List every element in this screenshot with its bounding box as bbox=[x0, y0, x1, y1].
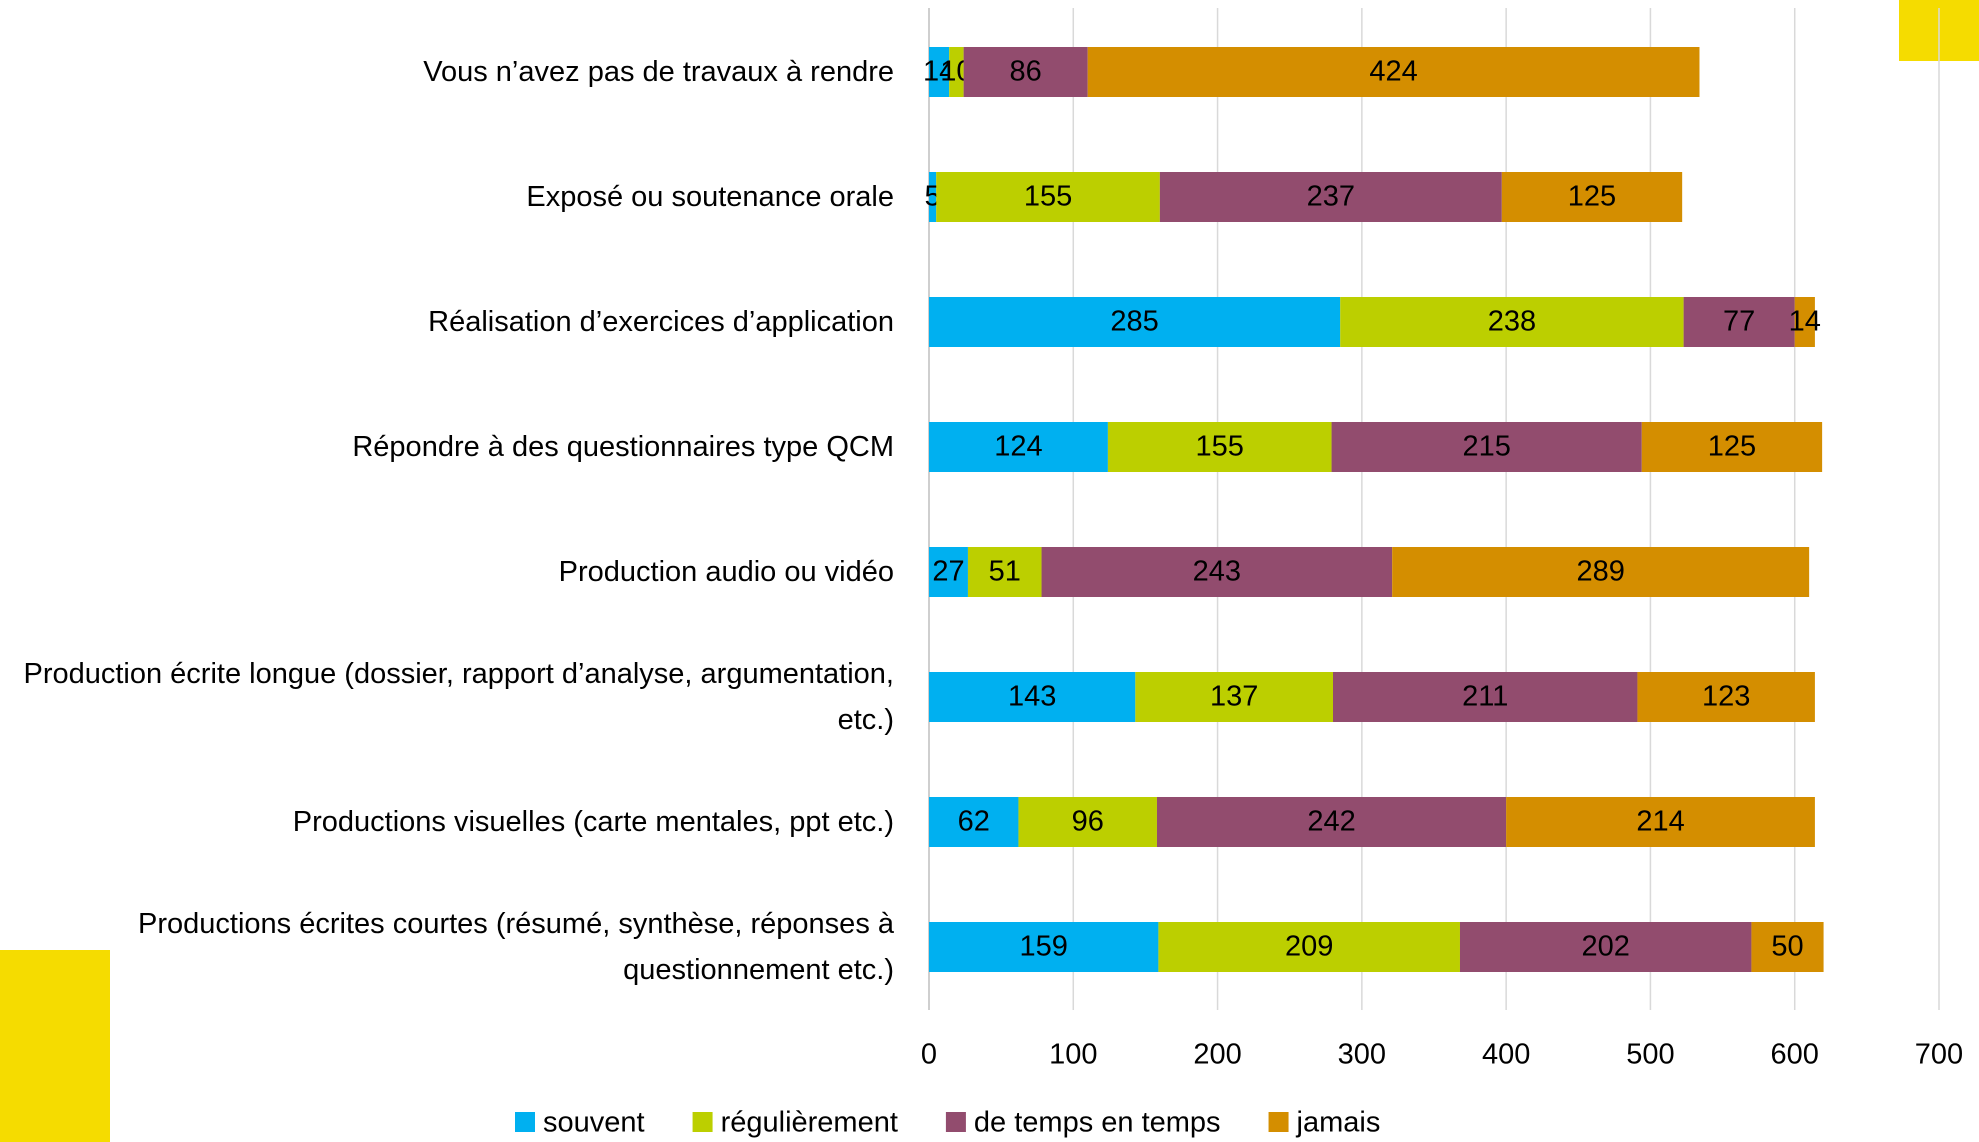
bar-segment bbox=[936, 172, 1160, 222]
category-label: Production audio ou vidéo bbox=[558, 556, 894, 588]
data-label: 14 bbox=[1789, 306, 1821, 338]
bar-segment bbox=[929, 47, 950, 97]
data-label: 159 bbox=[1020, 931, 1068, 963]
bar-segment bbox=[1459, 922, 1752, 972]
data-label: 237 bbox=[1307, 181, 1355, 213]
data-label: 96 bbox=[1072, 806, 1104, 838]
data-label: 27 bbox=[932, 556, 964, 588]
x-tick-label: 600 bbox=[1771, 1039, 1819, 1071]
bar-segment bbox=[1392, 547, 1810, 597]
bar-segment bbox=[929, 297, 1341, 347]
bar-segment bbox=[949, 47, 964, 97]
bar-segment bbox=[1158, 922, 1460, 972]
data-label: 125 bbox=[1708, 431, 1756, 463]
bar-segment bbox=[1683, 297, 1795, 347]
data-label: 238 bbox=[1488, 306, 1536, 338]
x-tick-label: 700 bbox=[1915, 1039, 1963, 1071]
category-label: Réalisation d’exercices d’application bbox=[428, 306, 894, 338]
x-tick-label: 200 bbox=[1193, 1039, 1241, 1071]
bar-segment bbox=[1107, 422, 1332, 472]
bar-segment bbox=[1637, 672, 1815, 722]
bar-segment bbox=[929, 672, 1136, 722]
bar-segment bbox=[1087, 47, 1700, 97]
bar-segment bbox=[1641, 422, 1823, 472]
data-label: 289 bbox=[1576, 556, 1624, 588]
bar-segment bbox=[1018, 797, 1157, 847]
data-label: 242 bbox=[1307, 806, 1355, 838]
category-label: Vous n’avez pas de travaux à rendre bbox=[423, 56, 894, 88]
data-label: 155 bbox=[1024, 181, 1072, 213]
bar-segment bbox=[929, 547, 968, 597]
data-label: 86 bbox=[1010, 56, 1042, 88]
bar-segment bbox=[929, 172, 937, 222]
x-tick-label: 100 bbox=[1049, 1039, 1097, 1071]
data-label: 215 bbox=[1462, 431, 1510, 463]
bar-segment bbox=[967, 547, 1042, 597]
data-label: 51 bbox=[989, 556, 1021, 588]
category-label: Répondre à des questionnaires type QCM bbox=[352, 431, 894, 463]
legend-swatch bbox=[1268, 1112, 1289, 1132]
data-label: 123 bbox=[1702, 681, 1750, 713]
x-tick-label: 0 bbox=[921, 1039, 937, 1071]
decoration bbox=[0, 950, 110, 1142]
bar-segment bbox=[1041, 547, 1393, 597]
bar-segment bbox=[1340, 297, 1684, 347]
data-label: 77 bbox=[1723, 306, 1755, 338]
legend-swatch bbox=[945, 1112, 966, 1132]
legend-label: régulièrement bbox=[721, 1107, 898, 1139]
data-label: 125 bbox=[1568, 181, 1616, 213]
data-label: 243 bbox=[1193, 556, 1241, 588]
data-label: 202 bbox=[1582, 931, 1630, 963]
legend-swatch bbox=[692, 1112, 713, 1132]
data-label: 211 bbox=[1462, 681, 1508, 713]
data-label: 62 bbox=[958, 806, 990, 838]
data-label: 155 bbox=[1196, 431, 1244, 463]
bar-segment bbox=[1794, 297, 1815, 347]
data-label: 214 bbox=[1636, 806, 1684, 838]
x-tick-label: 400 bbox=[1482, 1039, 1530, 1071]
legend-label: de temps en temps bbox=[974, 1107, 1221, 1139]
bar-segment bbox=[963, 47, 1088, 97]
x-tick-label: 500 bbox=[1626, 1039, 1674, 1071]
category-label: Productions visuelles (carte mentales, p… bbox=[292, 806, 894, 838]
bar-segment bbox=[1333, 672, 1638, 722]
bar-segment bbox=[1751, 922, 1824, 972]
category-label: Exposé ou soutenance orale bbox=[526, 181, 894, 213]
bar-segment bbox=[1501, 172, 1683, 222]
data-label: 209 bbox=[1285, 931, 1333, 963]
legend-label: souvent bbox=[543, 1107, 645, 1139]
category-label: Productions écrites courtes (résumé, syn… bbox=[138, 908, 894, 986]
bar-segment bbox=[1135, 672, 1333, 722]
bar-segment bbox=[1331, 422, 1642, 472]
bar-segment bbox=[929, 797, 1019, 847]
bar-segment bbox=[1506, 797, 1815, 847]
data-label: 143 bbox=[1008, 681, 1056, 713]
data-label: 285 bbox=[1110, 306, 1158, 338]
data-label: 124 bbox=[994, 431, 1042, 463]
bar-segment bbox=[929, 922, 1159, 972]
data-label: 137 bbox=[1210, 681, 1258, 713]
bar-segment bbox=[1156, 797, 1507, 847]
legend-swatch bbox=[515, 1112, 535, 1132]
x-tick-label: 300 bbox=[1338, 1039, 1386, 1071]
category-label: Production écrite longue (dossier, rappo… bbox=[23, 658, 894, 736]
bar-segment bbox=[1159, 172, 1502, 222]
data-label: 424 bbox=[1369, 56, 1417, 88]
legend-label: jamais bbox=[1296, 1107, 1381, 1139]
data-label: 50 bbox=[1771, 931, 1803, 963]
bar-segment bbox=[929, 422, 1108, 472]
